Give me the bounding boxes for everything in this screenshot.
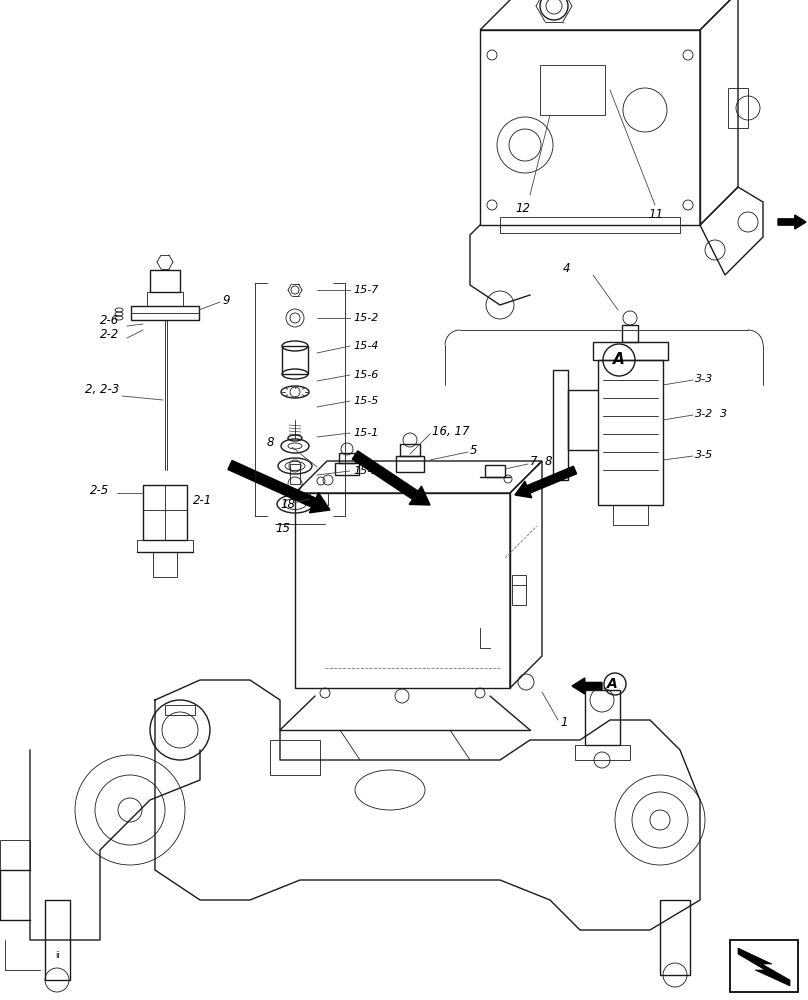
- Text: 3-5: 3-5: [695, 450, 713, 460]
- Polygon shape: [738, 948, 790, 986]
- Text: 5: 5: [470, 444, 478, 456]
- Polygon shape: [352, 451, 430, 505]
- Polygon shape: [515, 466, 577, 498]
- Text: 16, 17: 16, 17: [432, 426, 469, 438]
- Bar: [310, 493, 328, 505]
- Text: 9: 9: [222, 294, 229, 306]
- Text: 3-3: 3-3: [695, 374, 713, 384]
- Bar: [613, 505, 648, 525]
- Text: 15-1: 15-1: [353, 428, 378, 438]
- Bar: [480, 30, 700, 225]
- Bar: [512, 575, 526, 605]
- Bar: [728, 88, 748, 128]
- Text: 15-2: 15-2: [353, 313, 378, 323]
- Text: 15-3: 15-3: [353, 466, 378, 476]
- Bar: [153, 552, 177, 577]
- Bar: [290, 464, 300, 484]
- Bar: [500, 217, 680, 233]
- Text: 15-5: 15-5: [353, 396, 378, 406]
- Text: ii: ii: [55, 950, 60, 960]
- Bar: [335, 463, 359, 475]
- Bar: [622, 325, 638, 342]
- Bar: [137, 540, 193, 552]
- Polygon shape: [228, 460, 330, 513]
- Text: 3-2: 3-2: [695, 409, 713, 419]
- Bar: [730, 940, 798, 992]
- Polygon shape: [778, 215, 806, 229]
- Text: 15-6: 15-6: [353, 370, 378, 380]
- Text: 1: 1: [560, 716, 567, 728]
- Bar: [295, 493, 510, 688]
- Text: 7, 8: 7, 8: [530, 456, 553, 468]
- Bar: [165, 705, 195, 715]
- Bar: [270, 740, 320, 775]
- Bar: [485, 465, 505, 477]
- Bar: [282, 346, 308, 374]
- Bar: [150, 270, 180, 292]
- Bar: [400, 444, 420, 456]
- Bar: [0, 840, 30, 870]
- Text: 12: 12: [515, 202, 530, 215]
- Polygon shape: [572, 678, 602, 694]
- Bar: [339, 453, 355, 463]
- Text: 2-6: 2-6: [100, 314, 120, 326]
- Bar: [45, 900, 70, 980]
- Bar: [593, 342, 668, 360]
- Text: 2-5: 2-5: [90, 484, 109, 496]
- Text: 15: 15: [275, 522, 290, 534]
- Bar: [585, 690, 620, 745]
- Bar: [575, 745, 630, 760]
- Text: A: A: [607, 677, 618, 691]
- Bar: [396, 456, 424, 472]
- Bar: [660, 900, 690, 975]
- Text: 15-4: 15-4: [353, 341, 378, 351]
- Bar: [553, 370, 568, 480]
- Text: 18: 18: [280, 498, 295, 512]
- Bar: [131, 306, 199, 320]
- Text: A: A: [613, 353, 625, 367]
- Bar: [143, 485, 187, 540]
- Text: 2-1: 2-1: [193, 493, 213, 506]
- Text: 3: 3: [720, 409, 727, 419]
- Text: 4: 4: [563, 261, 570, 274]
- Text: 2, 2-3: 2, 2-3: [85, 383, 120, 396]
- Bar: [540, 65, 605, 115]
- Text: 8: 8: [267, 436, 275, 450]
- Bar: [147, 292, 183, 306]
- Text: 15-7: 15-7: [353, 285, 378, 295]
- Text: 11: 11: [648, 208, 663, 221]
- Bar: [598, 360, 663, 505]
- Text: 2-2: 2-2: [100, 328, 120, 342]
